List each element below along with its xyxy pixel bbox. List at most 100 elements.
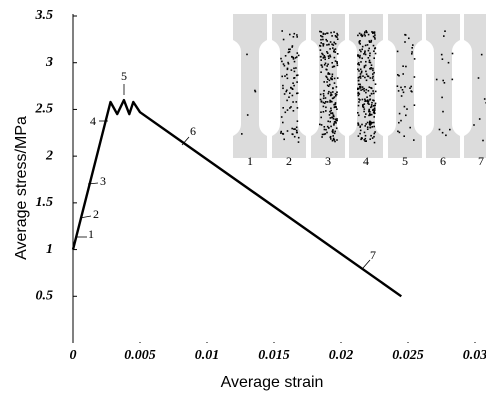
speckle: [332, 135, 334, 137]
speckle: [442, 58, 444, 60]
speckle: [323, 43, 325, 45]
speckle: [366, 32, 368, 34]
speckle: [293, 58, 295, 60]
speckle: [323, 81, 325, 83]
speckle: [368, 57, 370, 59]
speckle: [370, 41, 372, 43]
speckle: [321, 136, 323, 138]
speckle: [332, 116, 334, 118]
speckle: [290, 87, 292, 89]
speckle: [330, 138, 332, 140]
speckle: [358, 64, 360, 66]
speckle: [368, 110, 370, 112]
y-tick-label: 1: [46, 242, 53, 257]
speckle: [320, 42, 322, 44]
speckle: [320, 49, 322, 51]
speckle: [325, 76, 327, 78]
speckle: [372, 76, 374, 78]
speckle: [298, 141, 300, 143]
speckle: [337, 65, 339, 67]
speckle: [329, 80, 331, 82]
speckle: [282, 85, 284, 87]
speckle: [289, 34, 291, 36]
speckle: [329, 48, 331, 50]
speckle: [292, 88, 294, 90]
speckle: [364, 108, 366, 110]
speckle: [359, 49, 361, 51]
speckle: [326, 69, 328, 71]
speckle: [369, 114, 371, 116]
speckle: [362, 104, 364, 106]
speckle: [362, 46, 364, 48]
speckle: [406, 108, 408, 110]
speckle: [368, 76, 370, 78]
speckle: [330, 110, 332, 112]
speckle: [371, 104, 373, 106]
speckle: [294, 128, 296, 130]
speckle: [325, 33, 327, 35]
speckle: [369, 53, 371, 55]
speckle: [372, 99, 374, 101]
speckle: [372, 126, 374, 128]
speckle: [321, 31, 323, 33]
speckle: [285, 55, 287, 57]
speckle: [294, 71, 296, 73]
speckle: [330, 77, 332, 79]
speckle: [357, 112, 359, 114]
speckle: [292, 95, 294, 97]
speckle: [326, 44, 328, 46]
speckle: [292, 101, 294, 103]
speckle: [298, 137, 300, 139]
speckle: [414, 76, 416, 78]
speckle: [359, 133, 361, 135]
speckle: [361, 124, 363, 126]
speckle: [361, 137, 363, 139]
inset-label: 2: [286, 154, 292, 168]
speckle: [364, 31, 366, 33]
speckle: [331, 76, 333, 78]
speckle: [409, 87, 411, 89]
speckle: [404, 41, 406, 43]
speckle: [364, 90, 366, 92]
speckle: [369, 60, 371, 62]
speckle: [403, 92, 405, 94]
speckle: [333, 124, 335, 126]
x-axis-title: Average strain: [221, 374, 324, 391]
speckle: [360, 51, 362, 53]
speckle: [293, 85, 295, 87]
speckle: [369, 95, 371, 97]
speckle: [332, 132, 334, 134]
speckle: [369, 86, 371, 88]
speckle: [373, 50, 375, 52]
x-tick-label: 0.015: [258, 348, 290, 363]
speckle: [373, 45, 375, 47]
speckle: [362, 75, 364, 77]
speckle: [334, 51, 336, 53]
speckle: [294, 33, 296, 35]
speckle: [336, 108, 338, 110]
speckle: [441, 97, 443, 99]
speckle: [329, 55, 331, 57]
speckle: [358, 98, 360, 100]
speckle: [364, 140, 366, 142]
speckle: [320, 111, 322, 113]
speckle: [296, 56, 298, 58]
data-line: [73, 100, 401, 296]
speckle: [364, 99, 366, 101]
chart: 1234567 Average stress/MPa Average strai…: [0, 0, 486, 394]
speckle: [288, 49, 290, 51]
speckle: [359, 41, 361, 43]
speckle: [293, 36, 295, 38]
speckle: [327, 33, 329, 35]
speckle: [320, 39, 322, 41]
speckle: [372, 90, 374, 92]
speckle: [332, 140, 334, 142]
speckle: [363, 88, 365, 90]
speckle: [442, 111, 444, 113]
y-tick-label: 0.5: [36, 289, 54, 304]
speckle: [321, 101, 323, 103]
speckle: [296, 75, 298, 77]
speckle: [372, 73, 374, 75]
speckle: [323, 33, 325, 35]
speckle: [332, 98, 334, 100]
